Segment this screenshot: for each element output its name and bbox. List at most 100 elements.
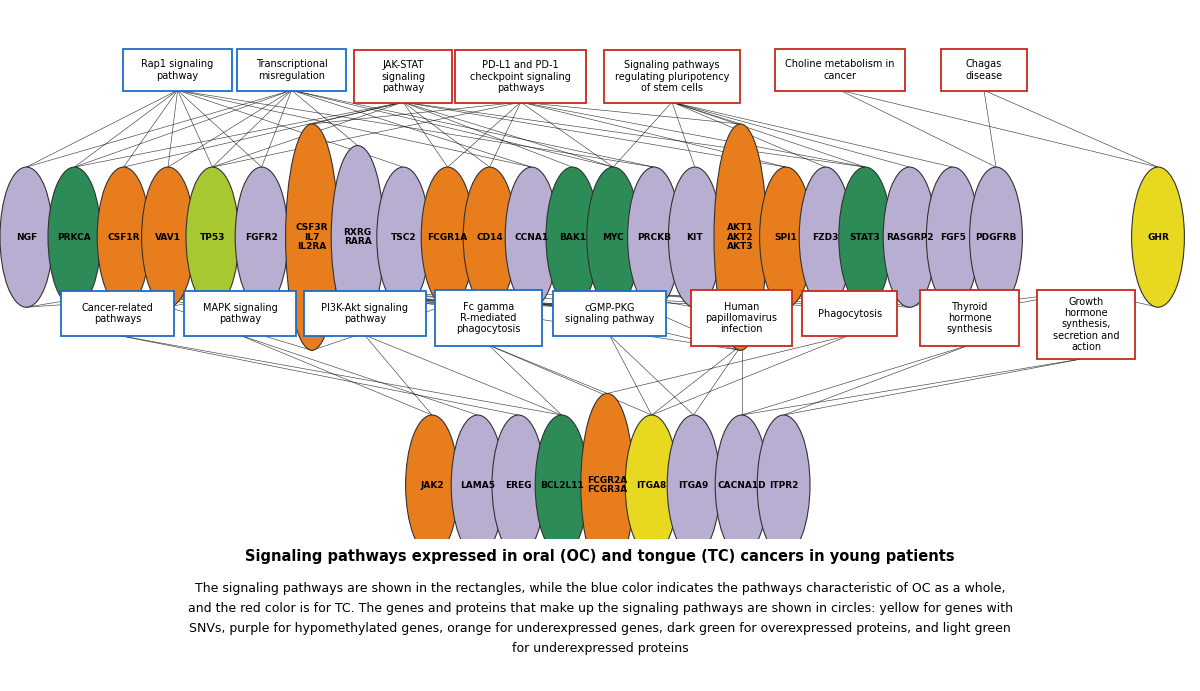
FancyBboxPatch shape	[184, 291, 296, 337]
Text: PRKCA: PRKCA	[58, 233, 91, 242]
Ellipse shape	[463, 167, 516, 307]
Text: ITPR2: ITPR2	[769, 480, 798, 490]
FancyBboxPatch shape	[61, 291, 174, 337]
Ellipse shape	[1132, 167, 1184, 307]
Text: Signaling pathways expressed in oral (OC) and tongue (TC) cancers in young patie: Signaling pathways expressed in oral (OC…	[245, 549, 955, 564]
Ellipse shape	[628, 167, 680, 307]
Text: STAT3: STAT3	[850, 233, 881, 242]
Text: Growth
hormone
synthesis,
secretion and
action: Growth hormone synthesis, secretion and …	[1052, 297, 1120, 352]
Text: Human
papillomavirus
infection: Human papillomavirus infection	[706, 302, 778, 334]
Text: RXRG
RARA: RXRG RARA	[343, 228, 372, 246]
Text: EREG: EREG	[505, 480, 532, 490]
Text: MYC: MYC	[602, 233, 624, 242]
Ellipse shape	[505, 167, 558, 307]
Text: AKT1
AKT2
AKT3: AKT1 AKT2 AKT3	[727, 223, 754, 251]
Text: CSF3R
IL7
IL2RA: CSF3R IL7 IL2RA	[295, 223, 329, 251]
Text: PI3K-Akt signaling
pathway: PI3K-Akt signaling pathway	[322, 303, 408, 324]
Text: Thyroid
hormone
synthesis: Thyroid hormone synthesis	[947, 302, 992, 334]
Ellipse shape	[581, 393, 634, 577]
Text: TP53: TP53	[199, 233, 226, 242]
Text: BCL2L11: BCL2L11	[540, 480, 583, 490]
Text: MAPK signaling
pathway: MAPK signaling pathway	[203, 303, 277, 324]
Text: FCGR1A: FCGR1A	[427, 233, 468, 242]
Text: KIT: KIT	[686, 233, 703, 242]
Ellipse shape	[839, 167, 892, 307]
Text: Cancer-related
pathways: Cancer-related pathways	[82, 303, 154, 324]
Ellipse shape	[715, 415, 768, 555]
Ellipse shape	[625, 415, 678, 555]
FancyBboxPatch shape	[920, 290, 1019, 346]
Text: JAK2: JAK2	[420, 480, 444, 490]
Ellipse shape	[142, 167, 194, 307]
FancyBboxPatch shape	[691, 290, 792, 346]
FancyBboxPatch shape	[802, 291, 896, 337]
FancyBboxPatch shape	[436, 290, 542, 346]
Text: PD-L1 and PD-1
checkpoint signaling
pathways: PD-L1 and PD-1 checkpoint signaling path…	[470, 60, 571, 93]
Ellipse shape	[757, 415, 810, 555]
Ellipse shape	[883, 167, 936, 307]
Text: VAV1: VAV1	[155, 233, 181, 242]
Ellipse shape	[186, 167, 239, 307]
Text: CACNA1D: CACNA1D	[718, 480, 766, 490]
Text: Signaling pathways
regulating pluripotency
of stem cells: Signaling pathways regulating pluripoten…	[614, 60, 730, 93]
Ellipse shape	[331, 146, 384, 329]
Text: CCNA1: CCNA1	[515, 233, 548, 242]
Text: TSC2: TSC2	[390, 233, 416, 242]
FancyBboxPatch shape	[775, 49, 906, 91]
FancyBboxPatch shape	[456, 50, 586, 103]
Text: Choline metabolism in
cancer: Choline metabolism in cancer	[785, 59, 895, 81]
Ellipse shape	[97, 167, 150, 307]
Text: RASGRP2: RASGRP2	[886, 233, 934, 242]
Ellipse shape	[668, 167, 721, 307]
Text: FZD3: FZD3	[812, 233, 839, 242]
Text: The signaling pathways are shown in the rectangles, while the blue color indicat: The signaling pathways are shown in the …	[187, 582, 1013, 655]
Ellipse shape	[546, 167, 599, 307]
Ellipse shape	[406, 415, 458, 555]
Text: FGFR2: FGFR2	[245, 233, 278, 242]
Ellipse shape	[48, 167, 101, 307]
Text: ITGA9: ITGA9	[678, 480, 709, 490]
FancyBboxPatch shape	[553, 291, 666, 337]
Text: Rap1 signaling
pathway: Rap1 signaling pathway	[142, 59, 214, 81]
FancyBboxPatch shape	[1037, 290, 1135, 359]
Ellipse shape	[760, 167, 812, 307]
Text: JAK-STAT
signaling
pathway: JAK-STAT signaling pathway	[382, 60, 425, 93]
Text: Fc gamma
R-mediated
phagocytosis: Fc gamma R-mediated phagocytosis	[456, 302, 521, 334]
Ellipse shape	[714, 124, 767, 350]
Text: PRCKB: PRCKB	[637, 233, 671, 242]
Ellipse shape	[667, 415, 720, 555]
Text: CSF1R: CSF1R	[107, 233, 140, 242]
Ellipse shape	[235, 167, 288, 307]
Text: FCGR2A
FCGR3A: FCGR2A FCGR3A	[587, 476, 628, 494]
Text: Transcriptional
misregulation: Transcriptional misregulation	[256, 59, 328, 81]
Ellipse shape	[377, 167, 430, 307]
FancyBboxPatch shape	[238, 49, 347, 91]
Text: CD14: CD14	[476, 233, 503, 242]
Ellipse shape	[926, 167, 979, 307]
Text: FGF5: FGF5	[940, 233, 966, 242]
Ellipse shape	[451, 415, 504, 555]
Text: SPI1: SPI1	[775, 233, 797, 242]
FancyBboxPatch shape	[122, 49, 233, 91]
Text: Chagas
disease: Chagas disease	[966, 59, 1002, 81]
Text: NGF: NGF	[16, 233, 37, 242]
Ellipse shape	[0, 167, 53, 307]
Text: BAK1: BAK1	[559, 233, 586, 242]
Ellipse shape	[286, 124, 338, 350]
Ellipse shape	[587, 167, 640, 307]
Ellipse shape	[970, 167, 1022, 307]
Text: cGMP-PKG
signaling pathway: cGMP-PKG signaling pathway	[565, 303, 654, 324]
Text: PDGFRB: PDGFRB	[976, 233, 1016, 242]
FancyBboxPatch shape	[604, 50, 740, 103]
Ellipse shape	[535, 415, 588, 555]
Ellipse shape	[421, 167, 474, 307]
Ellipse shape	[492, 415, 545, 555]
Text: Phagocytosis: Phagocytosis	[817, 309, 882, 319]
Text: GHR: GHR	[1147, 233, 1169, 242]
FancyBboxPatch shape	[354, 50, 452, 103]
Text: ITGA8: ITGA8	[636, 480, 667, 490]
Text: LAMA5: LAMA5	[460, 480, 496, 490]
Ellipse shape	[799, 167, 852, 307]
FancyBboxPatch shape	[304, 291, 426, 337]
FancyBboxPatch shape	[941, 49, 1027, 91]
